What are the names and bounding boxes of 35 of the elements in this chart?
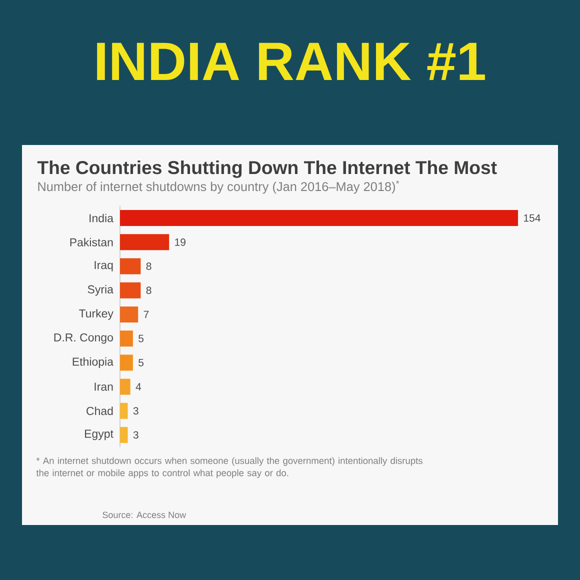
y-tick-label: Egypt (85, 430, 114, 440)
data-label: 4 (136, 383, 142, 390)
data-label: 8 (146, 262, 152, 270)
bar (120, 330, 133, 347)
data-label: 154 (524, 214, 540, 222)
bar (120, 282, 141, 298)
data-label: 8 (146, 286, 152, 294)
bar (120, 378, 130, 395)
y-tick-label: Iraq (94, 261, 113, 272)
bar (120, 258, 141, 274)
y-tick-label: Ethiopia (72, 357, 114, 368)
data-label: 3 (133, 431, 138, 439)
y-tick-label: India (90, 214, 114, 222)
text: * An internet shutdown occurs when someone (usually the government) intentionally disrupts the internet or mobile apps to control what people say or do. (36, 457, 422, 478)
y-tick-label: Turkey (79, 309, 114, 320)
bar (120, 234, 170, 250)
y-tick-label: Iran (94, 382, 113, 391)
data-label: 3 (133, 407, 138, 415)
chart-title: The Countries Shutting Down The Internet The Most (37, 160, 497, 178)
bar (120, 354, 133, 371)
bar (120, 306, 138, 322)
bar (120, 210, 518, 226)
data-label: 7 (144, 310, 149, 318)
y-tick-label: D.R. Congo (54, 333, 113, 344)
y-tick-label: Pakistan (70, 238, 113, 246)
y-tick-label: Syria (88, 284, 114, 296)
data-label: 5 (138, 334, 144, 342)
y-tick-label: Chad (86, 406, 113, 416)
bar (120, 402, 128, 419)
data-label: 5 (138, 358, 144, 366)
data-label: 19 (175, 238, 186, 246)
source-note: Source: Access Now (102, 512, 186, 518)
chart-subtitle: Number of internet shutdowns by country (Jan 2016–May 2018)$^{*}$ (38, 180, 400, 194)
bar (120, 426, 128, 443)
text: INDIA RANK #1 (97, 42, 485, 80)
